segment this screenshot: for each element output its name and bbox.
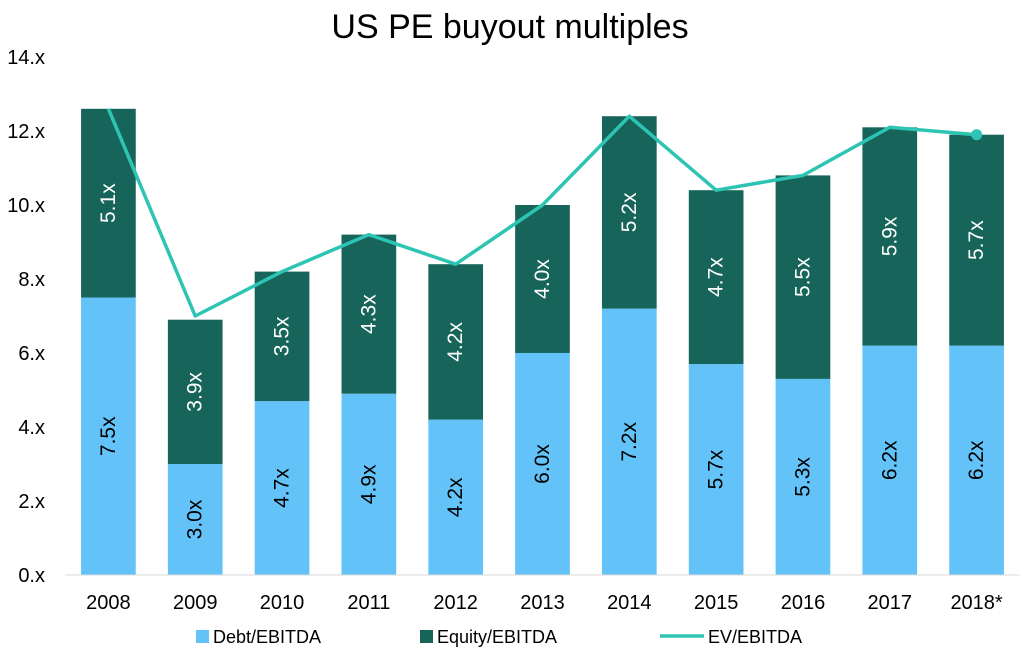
ev-line-point (971, 129, 983, 141)
legend-equity-label: Equity/EBITDA (437, 627, 557, 647)
debt-bar-label: 4.7x (271, 468, 294, 508)
debt-bar (688, 364, 744, 575)
x-tick-label: 2012 (433, 592, 478, 614)
equity-bar-label: 4.0x (531, 259, 554, 299)
equity-bar (167, 319, 223, 464)
x-tick-label: 2009 (173, 592, 218, 614)
debt-bar-label: 3.0x (184, 499, 207, 539)
debt-bar-label: 4.9x (357, 464, 380, 504)
x-tick-label: 2014 (607, 592, 652, 614)
debt-bar-label: 7.5x (97, 416, 120, 456)
y-tick-label: 6.x (18, 343, 45, 365)
y-tick-label: 10.x (7, 195, 45, 217)
x-tick-label: 2018* (950, 592, 1002, 614)
equity-bar (775, 175, 831, 379)
x-tick-label: 2011 (347, 592, 390, 614)
legend: Debt/EBITDA Equity/EBITDA EV/EBITDA (196, 627, 802, 647)
equity-bar (862, 127, 918, 346)
equity-bar (254, 271, 310, 402)
x-tick-label: 2016 (781, 592, 826, 614)
equity-bar (688, 190, 744, 365)
y-tick-label: 12.x (7, 121, 45, 143)
equity-bar (515, 205, 570, 353)
debt-bar (428, 419, 484, 575)
equity-bar-label: 5.7x (965, 220, 988, 260)
equity-bar-label: 5.2x (618, 192, 641, 232)
y-axis: 0.x 2.x 4.x 6.x 8.x 10.x 12.x 14.x (7, 47, 45, 587)
x-tick-label: 2013 (520, 592, 565, 614)
debt-bar-label: 6.2x (965, 440, 988, 480)
equity-bar (601, 116, 657, 309)
x-tick-label: 2015 (694, 592, 739, 614)
debt-bar (949, 345, 1004, 575)
legend-debt-swatch (196, 630, 209, 643)
equity-bar-label: 4.3x (357, 294, 380, 334)
chart-title: US PE buyout multiples (331, 8, 688, 46)
debt-bar (515, 353, 570, 575)
equity-bar (949, 134, 1004, 346)
y-tick-label: 4.x (18, 417, 45, 439)
equity-bar-label: 5.1x (97, 183, 120, 223)
equity-bar-label: 5.5x (791, 257, 814, 297)
legend-debt-label: Debt/EBITDA (213, 627, 321, 647)
debt-bar-label: 7.2x (618, 421, 641, 461)
debt-bar-label: 6.2x (878, 440, 901, 480)
debt-bar-label: 6.0x (531, 444, 554, 484)
debt-bar (254, 401, 310, 575)
x-tick-label: 2010 (260, 592, 305, 614)
y-tick-label: 8.x (18, 269, 45, 291)
equity-bar (341, 234, 397, 394)
ev-line (106, 108, 983, 318)
debt-bar (341, 393, 397, 575)
equity-bar-label: 4.2x (444, 322, 467, 362)
legend-ev-label: EV/EBITDA (708, 627, 802, 647)
equity-bar-label: 4.7x (705, 257, 728, 297)
debt-bar-label: 4.2x (444, 477, 467, 517)
debt-bar-label: 5.7x (705, 449, 728, 489)
legend-equity-swatch (420, 630, 433, 643)
x-axis: 2008 2009 2010 2011 2012 2013 2014 2015 2016 2017… (86, 592, 1003, 614)
debt-bar (775, 378, 831, 575)
bars: 7.5x 5.1x 3.0x 3.9x 4.7x 3.5x 4.9x 4.3x 4.2x 4.2x… (81, 108, 1004, 575)
equity-bar-label: 3.9x (184, 372, 207, 412)
debt-bar (862, 345, 918, 575)
y-tick-label: 2.x (18, 491, 45, 513)
debt-bar-label: 5.3x (791, 457, 814, 497)
y-tick-label: 14.x (7, 47, 45, 69)
equity-bar (428, 264, 484, 420)
x-tick-label: 2008 (86, 592, 131, 614)
debt-bar (167, 464, 223, 575)
debt-bar (601, 308, 657, 575)
debt-bar (81, 297, 136, 575)
equity-bar-label: 3.5x (271, 316, 294, 356)
x-tick-label: 2017 (868, 592, 913, 614)
equity-bar (81, 108, 136, 298)
y-tick-label: 0.x (18, 565, 45, 587)
equity-bar-label: 5.9x (878, 216, 901, 256)
ev-line-path (106, 108, 977, 318)
